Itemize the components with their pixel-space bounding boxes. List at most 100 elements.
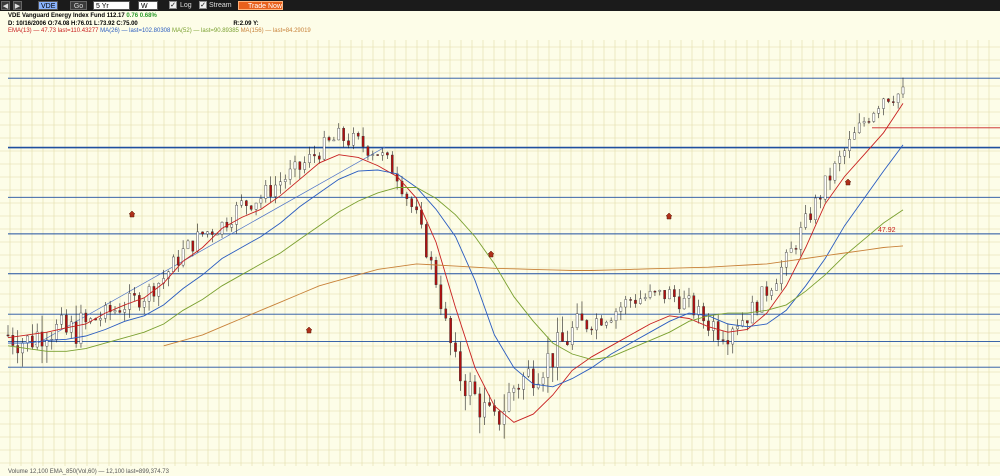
candle-body <box>497 411 501 425</box>
candle-body <box>318 155 321 160</box>
go-button[interactable]: Go <box>70 1 87 10</box>
candle-body <box>463 380 467 397</box>
candle-body <box>653 290 657 293</box>
candle-body <box>536 383 540 389</box>
trade-now-label: Trade Now <box>248 3 282 10</box>
candle-body <box>546 353 550 378</box>
candle-body <box>35 331 39 348</box>
candle-body <box>298 161 302 170</box>
candle-body <box>84 312 88 323</box>
candle-body <box>872 113 876 122</box>
candle-body <box>556 332 559 368</box>
event-marker-icon <box>305 326 313 334</box>
candle-body <box>210 231 214 235</box>
candle-body <box>585 320 589 330</box>
candle-body <box>279 181 282 186</box>
forward-arrow-icon[interactable]: ▶ <box>13 1 22 10</box>
candle-body <box>376 154 379 156</box>
candle-body <box>138 295 141 308</box>
trade-now-button[interactable]: Trade Now <box>238 1 283 10</box>
candle-body <box>459 351 462 382</box>
candle-body <box>415 206 418 211</box>
event-marker-icon <box>487 250 495 258</box>
interval-select[interactable]: W <box>138 1 158 10</box>
r-readout: R:2.09 <box>233 20 252 27</box>
candle-body <box>828 175 832 181</box>
candle-body <box>308 154 311 163</box>
candle-body <box>614 311 618 321</box>
candle-body <box>619 306 623 312</box>
candle-body <box>26 335 29 344</box>
candle-body <box>167 271 170 279</box>
candle-body <box>682 298 686 310</box>
candle-body <box>731 328 735 345</box>
candle-body <box>181 248 185 266</box>
candle-body <box>857 122 861 133</box>
candle-body <box>31 335 34 348</box>
candle-body <box>522 375 525 390</box>
period-select[interactable]: 5 Yr <box>93 1 130 10</box>
candle-body <box>332 139 336 142</box>
candle-body <box>580 313 584 321</box>
candle-body <box>746 320 749 324</box>
candle-body <box>483 402 486 418</box>
ohlc-readout: D: 10/16/2006 O:74.08 H:76.01 L:73.92 C:… <box>8 20 138 27</box>
candle-body <box>527 368 530 377</box>
candle-body <box>113 310 117 313</box>
candle-body <box>765 286 769 296</box>
trendline[interactable] <box>34 146 386 346</box>
candle-body <box>561 332 564 342</box>
candle-body <box>697 306 701 316</box>
candle-body <box>347 140 350 146</box>
candle-body <box>648 290 652 298</box>
stream-checkbox[interactable]: ✓ <box>199 1 207 9</box>
stream-label: Stream <box>209 2 232 9</box>
candle-body <box>405 193 409 199</box>
candle-body <box>794 248 798 250</box>
back-arrow-icon[interactable]: ◀ <box>1 1 10 10</box>
candle-body <box>609 320 613 323</box>
candle-body <box>867 121 871 123</box>
candle-body <box>570 327 574 345</box>
candle-body <box>575 313 579 328</box>
candle-body <box>206 231 209 235</box>
candle-body <box>186 240 190 249</box>
candle-body <box>604 321 608 326</box>
candle-body <box>99 318 102 321</box>
candle-body <box>775 283 778 291</box>
candle-body <box>410 198 414 207</box>
candle-body <box>235 204 238 225</box>
candle-body <box>716 321 720 340</box>
candle-body <box>434 260 438 285</box>
candle-body <box>123 309 127 313</box>
candle-body <box>721 339 725 341</box>
candlesticks <box>6 77 905 439</box>
log-checkbox[interactable]: ✓ <box>169 1 177 9</box>
candle-body <box>823 175 827 200</box>
candle-body <box>133 293 136 296</box>
candle-body <box>249 205 253 210</box>
candle-body <box>356 133 360 137</box>
legend-ma52: MA(52) — last=90.89385 <box>172 28 239 34</box>
candle-body <box>541 377 545 385</box>
candle-body <box>624 299 628 308</box>
candle-body <box>79 312 83 344</box>
candle-body <box>439 284 443 310</box>
candle-body <box>736 326 739 330</box>
candle-body <box>760 286 764 313</box>
candle-body <box>381 152 384 156</box>
candle-body <box>843 150 846 157</box>
candle-body <box>371 154 375 156</box>
candle-body <box>55 324 58 340</box>
candle-body <box>103 305 107 319</box>
candle-body <box>687 295 691 299</box>
candle-body <box>444 308 448 319</box>
candle-body <box>366 146 370 156</box>
candle-body <box>862 121 866 124</box>
candle-body <box>702 306 705 322</box>
event-markers <box>128 127 1000 334</box>
symbol-name: VDE Vanguard Energy Index Fund <box>8 13 106 19</box>
symbol-input[interactable]: VDE <box>38 1 58 10</box>
candle-body <box>663 290 666 300</box>
